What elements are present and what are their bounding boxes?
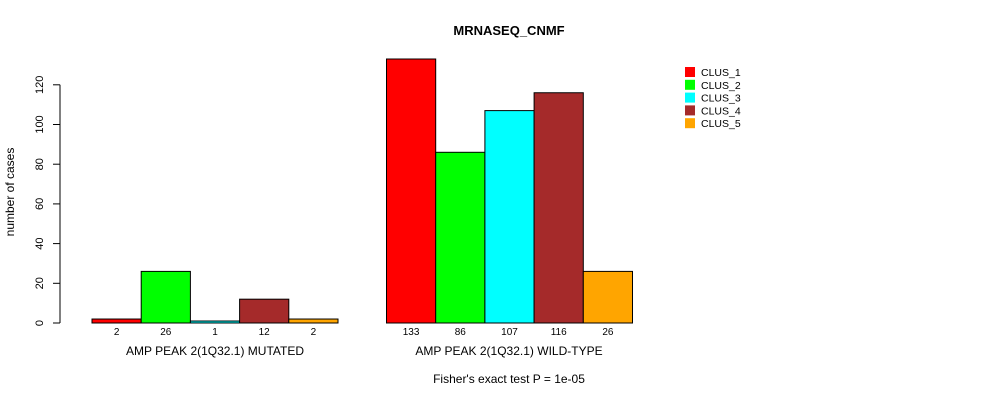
bar-count-label: 86 [455,327,467,338]
bar-clus-4 [533,92,584,324]
bar-clus-5 [288,318,339,324]
y-tick-label: 60 [34,198,46,210]
y-axis: 0 20 40 60 80 100 120 [34,76,61,326]
bar-clus-4 [239,298,290,324]
y-tick-label: 100 [34,115,46,133]
bars: 2 26 1 12 2 AMP PEAK 2(1Q32.1) MUTATED 133 86 10… [91,58,633,358]
bar-clus-1 [91,318,142,324]
y-tick-label: 80 [34,158,46,170]
legend-swatch [685,67,695,77]
bar-clus-3 [484,110,535,324]
group-label: AMP PEAK 2(1Q32.1) WILD-TYPE [415,344,602,358]
bar-count-label: 2 [114,327,120,338]
legend-swatch [685,105,695,116]
legend-label: CLUS_3 [701,93,741,105]
legend-swatch [685,118,695,129]
legend-label: CLUS_4 [701,105,741,117]
bar-count-label: 2 [311,327,317,338]
y-tick-label: 120 [34,76,46,94]
y-tick-label: 20 [34,277,46,289]
bar-count-label: 116 [551,327,567,338]
legend-label: CLUS_2 [701,80,741,92]
group-label: AMP PEAK 2(1Q32.1) MUTATED [126,344,304,358]
bar-clus-5 [582,270,633,324]
bar-count-label: 26 [160,327,172,338]
y-tick-label: 40 [34,237,46,249]
chart-title: MRNASEQ_CNMF [453,23,564,38]
bar-count-label: 26 [602,327,614,338]
bar-count-label: 107 [501,327,518,338]
y-tick-label: 0 [34,320,46,326]
y-axis-label: number of cases [3,148,17,237]
footnote: Fisher's exact test P = 1e-05 [433,372,585,386]
bar-clus-2 [140,270,191,324]
legend-swatch [685,92,695,103]
legend-label: CLUS_5 [701,118,741,130]
legend-label: CLUS_1 [701,67,741,79]
bar-count-label: 133 [403,327,420,338]
bar-clus-1 [386,58,437,324]
legend-swatch [685,79,695,90]
bar-count-label: 1 [212,327,218,338]
bar-count-label: 12 [259,327,271,338]
bar-clus-2 [435,151,486,324]
bar-clus-3 [189,320,241,324]
